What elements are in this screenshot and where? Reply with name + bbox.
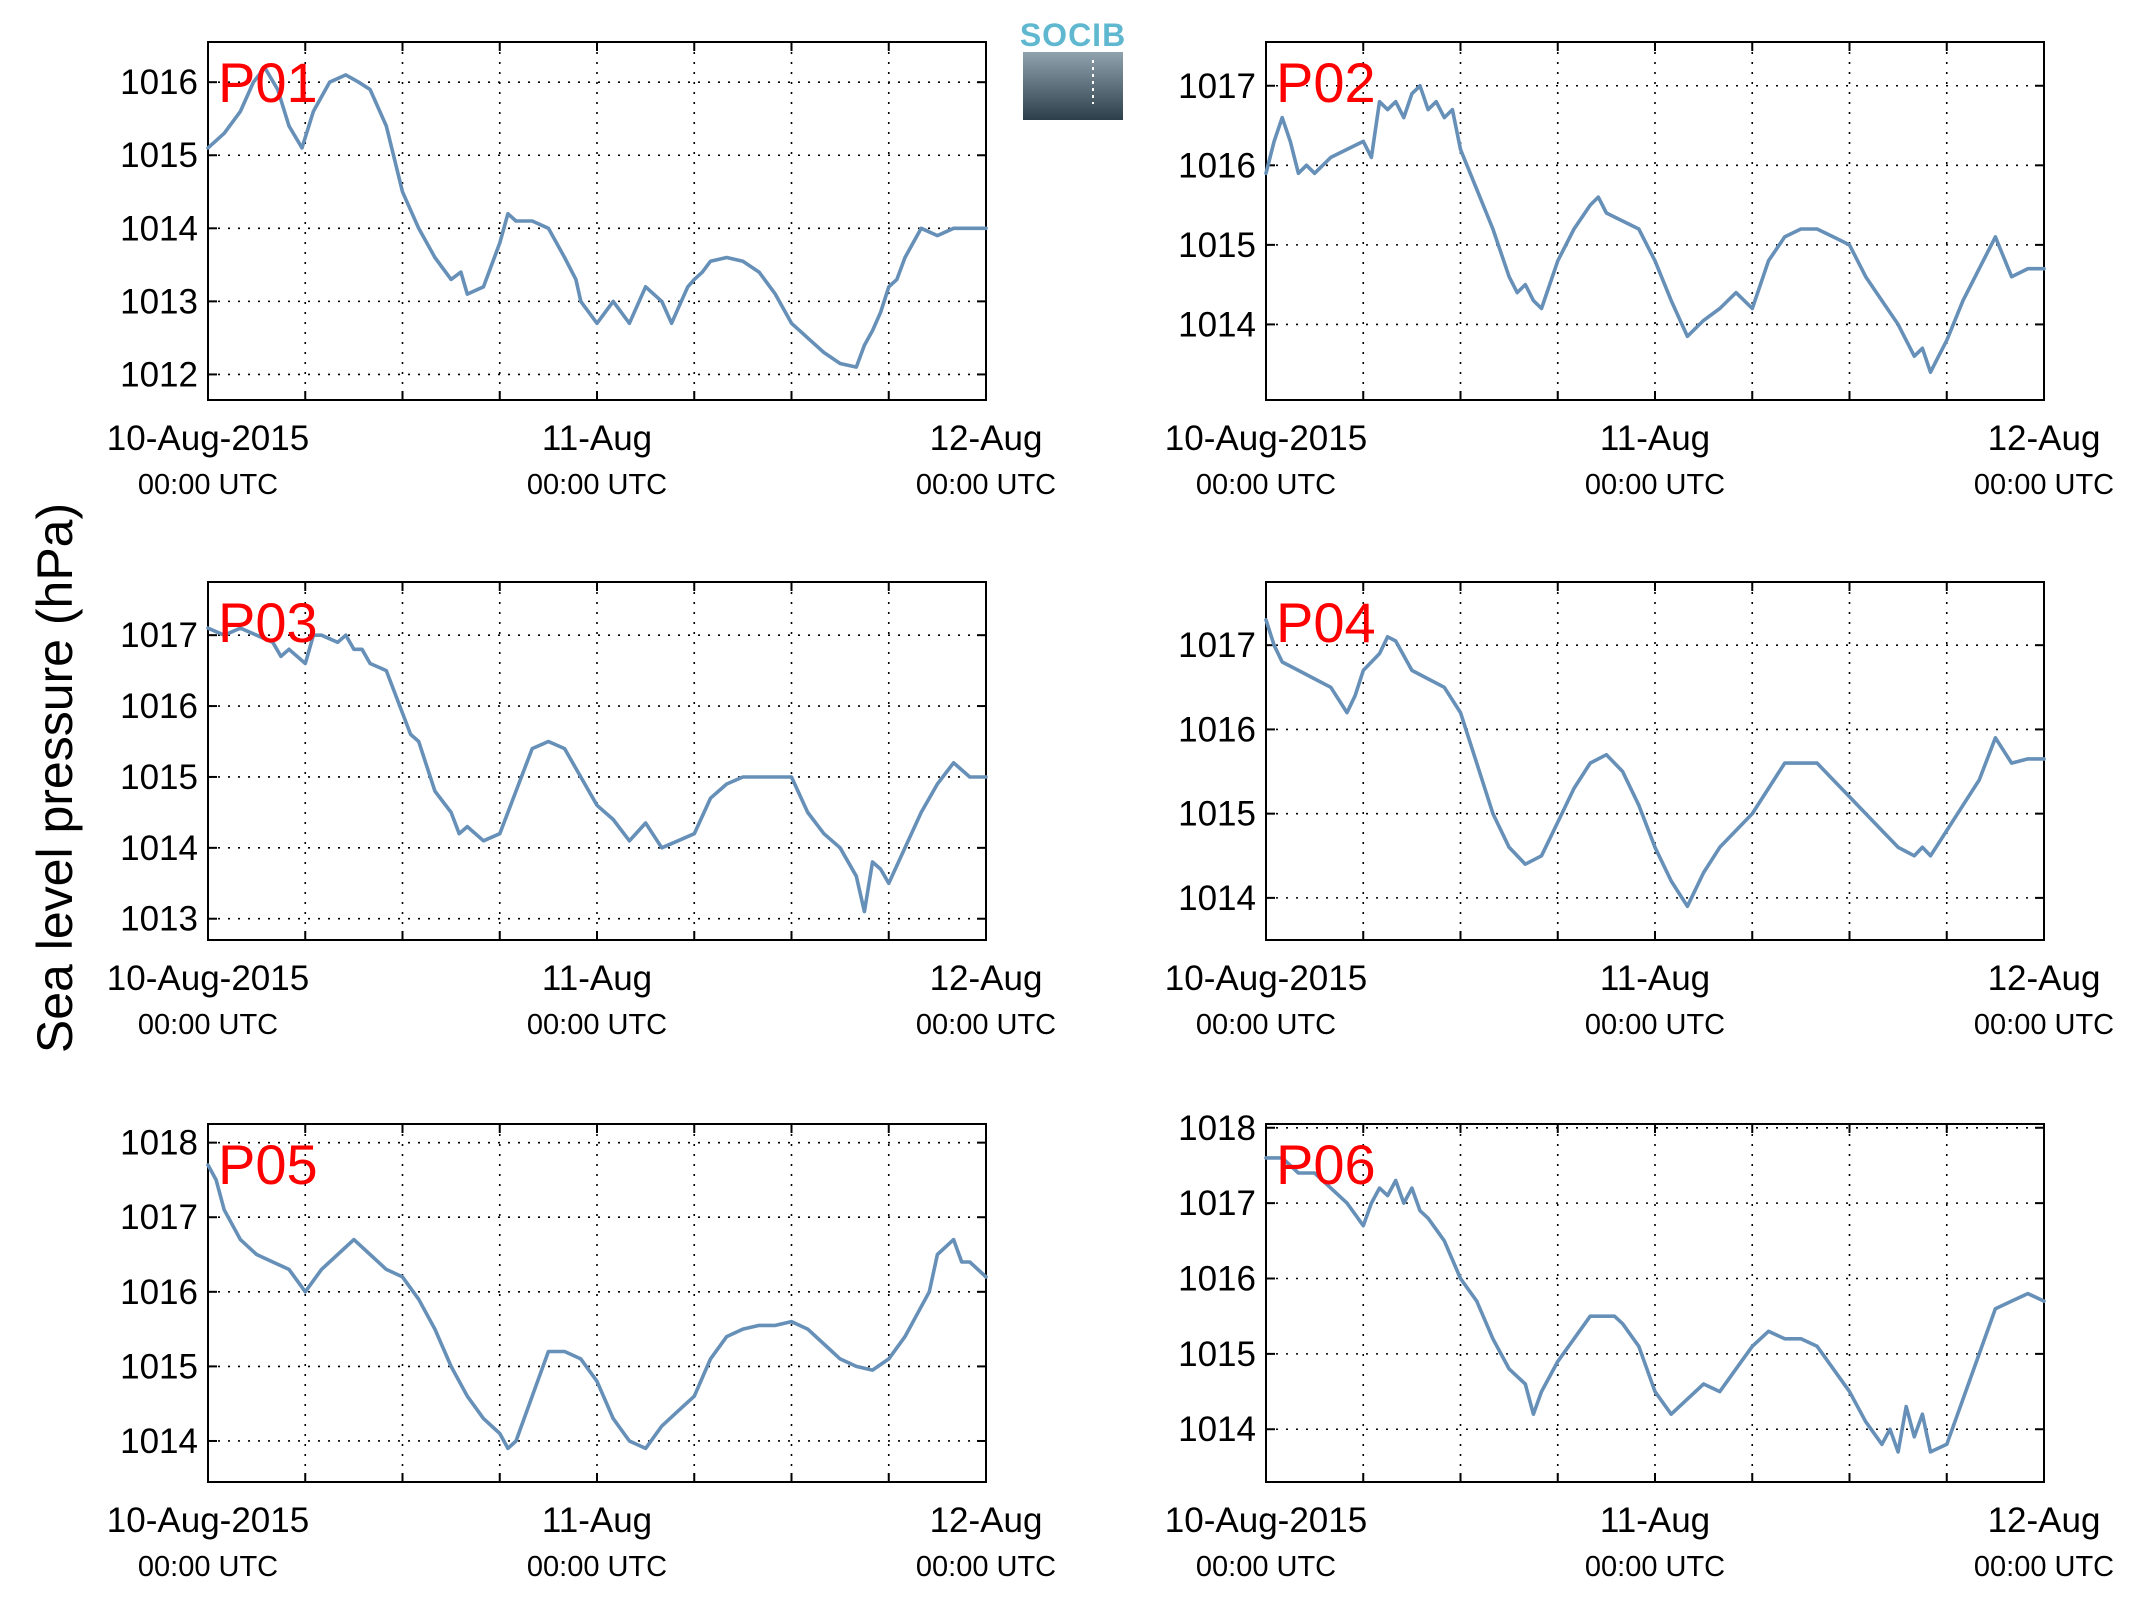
x-tick-label-time: 00:00 UTC [1196,469,1336,501]
x-tick-label-date: 11-Aug [1600,1501,1710,1540]
y-tick-label: 1014 [120,1422,198,1461]
y-tick-label: 1016 [120,63,198,102]
panel-title: P01 [218,51,318,114]
y-tick-label: 1014 [120,209,198,248]
series-line-p03 [206,626,988,914]
x-tick-label-date: 10-Aug-2015 [107,959,309,998]
x-tick-label-date: 12-Aug [930,959,1043,998]
y-tick-label: 1016 [120,1273,198,1312]
y-tick-label: 1015 [120,136,198,175]
plot-area [1265,1123,2045,1483]
y-tick-label: 1014 [1178,879,1256,918]
panel-p03: 1013 1014 1015 1016 1017 10-Aug-2015 00:00 UTC… [107,581,1056,1041]
y-tick-label: 1016 [1178,710,1256,749]
y-tick-label: 1017 [120,616,198,655]
panel-title: P04 [1276,591,1376,654]
x-tick-label-date: 11-Aug [542,1501,652,1540]
y-tick-label: 1015 [120,1347,198,1386]
x-tick-label-time: 00:00 UTC [138,1009,278,1041]
x-tick-label-time: 00:00 UTC [138,469,278,501]
y-tick-label: 1017 [120,1198,198,1237]
y-tick-label: 1014 [1178,1410,1256,1449]
plot-area [207,1123,987,1483]
panel-title: P06 [1276,1133,1376,1196]
series-line-p05 [206,1163,988,1451]
y-tick-label: 1017 [1178,626,1256,665]
y-tick-label: 1013 [120,900,198,939]
y-tick-label: 1017 [1178,1184,1256,1223]
logo-graphic [1023,52,1123,120]
y-tick-label: 1018 [1178,1109,1256,1148]
series-line-p04 [1264,618,2046,909]
series-line-p01 [206,65,988,369]
x-tick-label-time: 00:00 UTC [1974,469,2114,501]
plot-area [207,41,987,401]
panel-title: P02 [1276,51,1376,114]
x-tick-label-date: 11-Aug [542,959,652,998]
panel-p01: 1012 1013 1014 1015 1016 10-Aug-2015 00:00 UTC… [107,41,1056,501]
x-tick-label-time: 00:00 UTC [1585,469,1725,501]
x-tick-label-time: 00:00 UTC [1974,1009,2114,1041]
logo: SOCIB [1020,17,1126,120]
x-tick-label-time: 00:00 UTC [916,1009,1056,1041]
x-tick-label-date: 10-Aug-2015 [107,419,309,458]
panel-title: P03 [218,591,318,654]
x-tick-label-time: 00:00 UTC [916,1551,1056,1583]
plot-area [1265,41,2045,401]
panel-p05: 1014 1015 1016 1017 1018 10-Aug-2015 00:00 UTC… [107,1123,1056,1583]
x-tick-label-date: 11-Aug [1600,959,1710,998]
x-tick-label-time: 00:00 UTC [1196,1551,1336,1583]
panel-p04: 1014 1015 1016 1017 10-Aug-2015 00:00 UTC 11-A… [1165,581,2114,1041]
y-tick-label: 1014 [1178,305,1256,344]
y-tick-label: 1016 [120,687,198,726]
x-tick-label-date: 10-Aug-2015 [1165,419,1367,458]
x-tick-label-time: 00:00 UTC [1585,1009,1725,1041]
y-axis-label: Sea level pressure (hPa) [27,503,83,1053]
x-tick-label-date: 10-Aug-2015 [107,1501,309,1540]
x-tick-label-time: 00:00 UTC [138,1551,278,1583]
y-tick-label: 1016 [1178,146,1256,185]
panels: 1012 1013 1014 1015 1016 10-Aug-2015 00:00 UTC… [107,41,2114,1583]
x-tick-label-time: 00:00 UTC [1196,1009,1336,1041]
y-tick-label: 1012 [120,355,198,394]
x-tick-label-date: 12-Aug [1988,419,2101,458]
y-tick-label: 1016 [1178,1260,1256,1299]
x-tick-label-time: 00:00 UTC [1974,1551,2114,1583]
y-tick-label: 1018 [120,1124,198,1163]
x-tick-label-time: 00:00 UTC [527,469,667,501]
x-tick-label-time: 00:00 UTC [1585,1551,1725,1583]
x-tick-label-date: 12-Aug [930,1501,1043,1540]
logo-text: SOCIB [1020,17,1126,53]
x-tick-label-date: 11-Aug [1600,419,1710,458]
series-line-p02 [1264,84,2046,374]
panel-p02: 1014 1015 1016 1017 10-Aug-2015 00:00 UTC 11-A… [1165,41,2114,501]
x-tick-label-time: 00:00 UTC [916,469,1056,501]
y-tick-label: 1015 [120,758,198,797]
y-tick-label: 1017 [1178,67,1256,106]
y-tick-label: 1014 [120,829,198,868]
x-tick-label-time: 00:00 UTC [527,1551,667,1583]
panel-title: P05 [218,1133,318,1196]
y-tick-label: 1013 [120,282,198,321]
y-tick-label: 1015 [1178,1335,1256,1374]
series-line-p06 [1264,1156,2046,1454]
x-tick-label-date: 10-Aug-2015 [1165,1501,1367,1540]
x-tick-label-date: 11-Aug [542,419,652,458]
x-tick-label-date: 10-Aug-2015 [1165,959,1367,998]
y-tick-label: 1015 [1178,226,1256,265]
plot-area [1265,581,2045,941]
x-tick-label-date: 12-Aug [1988,959,2101,998]
x-tick-label-date: 12-Aug [1988,1501,2101,1540]
y-tick-label: 1015 [1178,795,1256,834]
panel-p06: 1014 1015 1016 1017 1018 10-Aug-2015 00:00 UTC… [1165,1109,2114,1583]
x-tick-label-date: 12-Aug [930,419,1043,458]
x-tick-label-time: 00:00 UTC [527,1009,667,1041]
